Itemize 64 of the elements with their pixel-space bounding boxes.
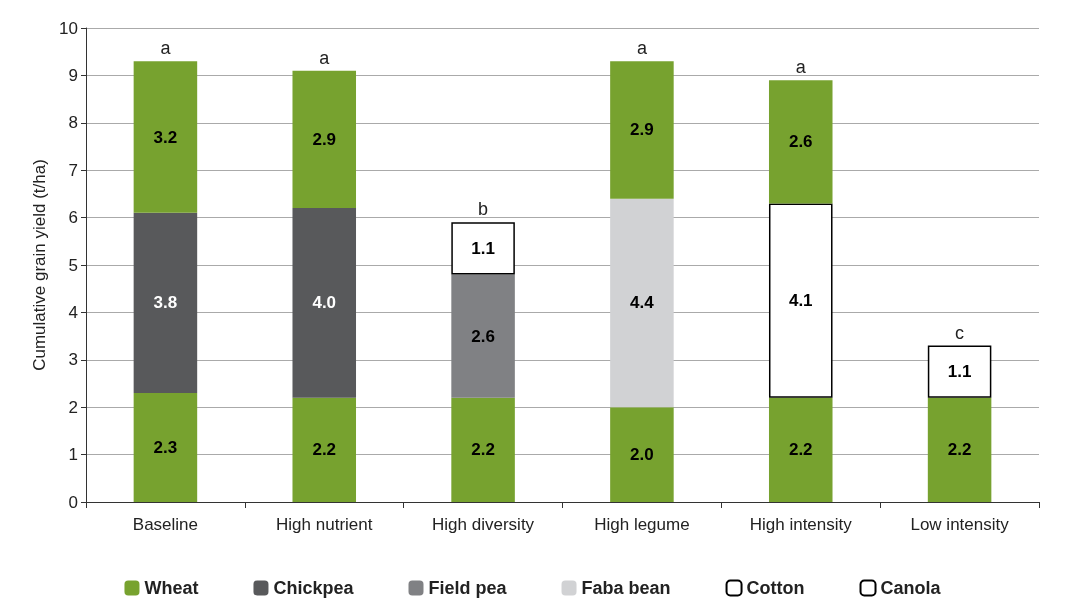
data-label: 2.9	[630, 120, 654, 140]
x-tick-label: Low intensity	[910, 515, 1010, 534]
annotation: a	[795, 57, 807, 78]
bar	[451, 274, 515, 398]
y-tick-label: 10	[59, 18, 78, 38]
data-label: 2.2	[788, 440, 813, 460]
data-label: 4.0	[312, 293, 337, 313]
x-tick-label: High diversity	[432, 515, 535, 534]
y-tick-label: 8	[68, 113, 78, 133]
y-tick-label: 5	[68, 255, 78, 275]
annotation: b	[478, 199, 489, 220]
legend-label: Cotton	[746, 578, 805, 598]
bar	[610, 407, 674, 502]
y-tick-label: 6	[68, 208, 78, 228]
data-label: 1.1	[947, 362, 972, 382]
data-label: 3.2	[153, 127, 178, 147]
bar	[292, 70, 357, 209]
bar	[610, 198, 674, 408]
data-label: 3.8	[153, 293, 178, 313]
legend-label: Faba bean	[581, 578, 671, 598]
legend-label: Field pea	[428, 578, 508, 598]
bar	[768, 80, 833, 204]
legend-label: Chickpea	[273, 578, 355, 598]
legend-label: Wheat	[144, 578, 199, 598]
bar	[133, 392, 198, 502]
y-tick-label: 9	[68, 65, 78, 85]
annotation: a	[160, 38, 172, 59]
data-label: 2.3	[153, 437, 178, 457]
bar	[292, 397, 357, 502]
data-label: 4.1	[788, 291, 813, 311]
bar	[927, 345, 992, 398]
data-label: 2.6	[471, 326, 495, 346]
y-tick-label: 2	[68, 397, 78, 417]
y-tick-label: 7	[68, 160, 78, 180]
x-tick-label: High legume	[594, 515, 690, 534]
x-tick-label: Baseline	[132, 515, 199, 534]
bar	[451, 397, 515, 502]
legend-label: Canola	[880, 578, 942, 598]
bar	[927, 397, 992, 502]
y-tick-label: 3	[68, 350, 78, 370]
bar	[292, 208, 357, 398]
annotation: c	[955, 322, 965, 343]
bar	[451, 222, 515, 275]
bar	[610, 61, 674, 199]
data-label: 2.2	[947, 440, 972, 460]
bar	[133, 212, 198, 393]
annotation: a	[319, 47, 331, 68]
y-tick-label: 0	[68, 492, 78, 512]
data-label: 2.6	[788, 132, 813, 152]
annotation: a	[636, 38, 648, 59]
data-label: 2.2	[312, 440, 337, 460]
x-tick-label: High intensity	[749, 515, 853, 534]
y-tick-label: 1	[68, 445, 78, 465]
data-label: 4.4	[630, 293, 655, 313]
bar	[768, 203, 833, 398]
data-label: 1.1	[471, 238, 495, 258]
x-tick-label: High nutrient	[276, 515, 373, 534]
y-axis-title: Cumulative grain yield (t/ha)	[30, 159, 49, 371]
data-label: 2.2	[471, 440, 495, 460]
data-label: 2.9	[312, 129, 337, 149]
data-label: 2.0	[630, 445, 654, 465]
y-tick-label: 4	[68, 302, 78, 322]
bar	[133, 61, 198, 213]
bar	[768, 397, 833, 502]
